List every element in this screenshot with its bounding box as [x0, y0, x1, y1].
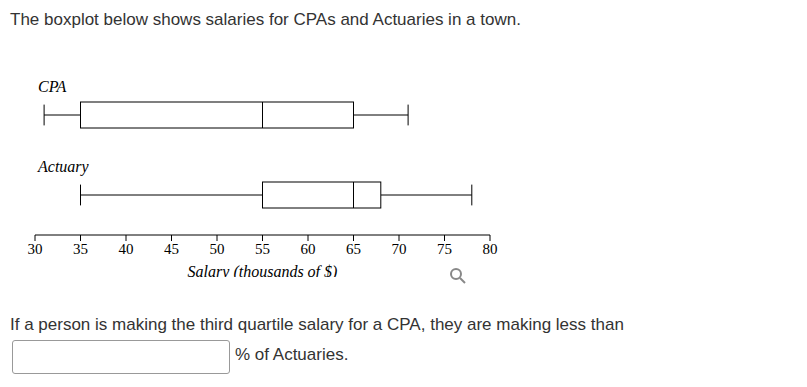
svg-text:75: 75	[437, 241, 452, 257]
html-text:The boxplot below shows salari: The boxplot below shows salaries for CPA…	[10, 10, 521, 29]
svg-text:40: 40	[119, 241, 134, 257]
svg-text:80: 80	[483, 241, 498, 257]
svg-text:Actuary: Actuary	[37, 158, 90, 176]
svg-text:50: 50	[210, 241, 225, 257]
html-text:% of Actuaries.: % of Actuaries.	[235, 345, 349, 364]
svg-text:CPA: CPA	[38, 78, 66, 95]
svg-text:45: 45	[164, 241, 179, 257]
svg-text:60: 60	[301, 241, 316, 257]
svg-text:Salary (thousands of $): Salary (thousands of $)	[188, 263, 338, 277]
svg-text:65: 65	[346, 241, 361, 257]
svg-text:55: 55	[255, 241, 270, 257]
svg-text:70: 70	[392, 241, 407, 257]
svg-text:35: 35	[73, 241, 88, 257]
svg-text:30: 30	[28, 241, 43, 257]
html-text:If a person is making the thir: If a person is making the third quartile…	[10, 315, 624, 334]
